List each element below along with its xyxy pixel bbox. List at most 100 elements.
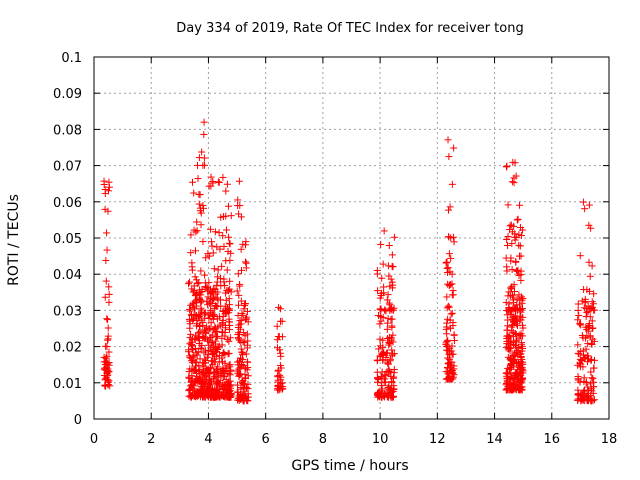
data-point	[104, 378, 112, 386]
data-point	[208, 299, 216, 307]
data-point	[444, 360, 452, 368]
data-point	[450, 331, 458, 339]
data-point	[235, 210, 243, 218]
data-point	[216, 274, 224, 282]
data-point	[199, 393, 207, 401]
data-point	[103, 371, 111, 379]
data-point	[514, 346, 522, 354]
data-point	[195, 279, 203, 287]
data-point	[244, 358, 252, 366]
data-point	[238, 310, 246, 318]
data-point	[390, 304, 398, 312]
data-point	[105, 298, 113, 306]
data-point	[384, 319, 392, 327]
data-point	[575, 311, 583, 319]
data-point	[223, 266, 231, 274]
data-point	[382, 378, 390, 386]
data-point	[379, 314, 387, 322]
data-point	[388, 251, 396, 259]
data-point	[236, 325, 244, 333]
data-point	[225, 337, 233, 345]
data-point	[197, 383, 205, 391]
y-tick-label: 0	[74, 413, 82, 428]
data-point	[514, 266, 522, 274]
data-point	[444, 302, 452, 310]
data-point	[204, 351, 212, 359]
data-point	[192, 362, 200, 370]
x-tick-label: 0	[90, 432, 98, 447]
data-point	[202, 283, 210, 291]
data-point	[584, 383, 592, 391]
data-point	[220, 275, 228, 283]
data-point	[577, 357, 585, 365]
data-point	[504, 232, 512, 240]
data-point	[385, 272, 393, 280]
data-point	[513, 336, 521, 344]
data-point	[218, 370, 226, 378]
data-point	[214, 273, 222, 281]
data-point	[224, 247, 232, 255]
data-point	[244, 385, 252, 393]
data-point	[212, 379, 220, 387]
data-point	[510, 179, 518, 187]
data-point	[210, 326, 218, 334]
data-point	[586, 272, 594, 280]
data-point	[203, 376, 211, 384]
data-point	[222, 226, 230, 234]
data-point	[205, 287, 213, 295]
data-point	[587, 356, 595, 364]
data-point	[226, 256, 234, 264]
data-point	[509, 384, 517, 392]
data-point	[277, 352, 285, 360]
data-point	[208, 242, 216, 250]
data-point	[574, 349, 582, 357]
data-point	[375, 345, 383, 353]
data-point	[225, 239, 233, 247]
data-point	[208, 238, 216, 246]
data-point	[185, 373, 193, 381]
data-point	[588, 262, 596, 270]
data-point	[512, 330, 520, 338]
data-point	[221, 381, 229, 389]
data-point	[515, 291, 523, 299]
data-point	[517, 252, 525, 260]
data-point	[583, 286, 591, 294]
data-point	[226, 240, 234, 248]
data-point	[574, 361, 582, 369]
data-point	[516, 379, 524, 387]
data-point	[518, 342, 526, 350]
data-point	[581, 205, 589, 213]
data-point	[101, 293, 109, 301]
data-point	[102, 354, 110, 362]
data-point	[512, 312, 520, 320]
data-point	[589, 375, 597, 383]
data-point	[234, 331, 242, 339]
y-tick-label: 0.1	[61, 51, 82, 66]
data-point	[502, 343, 510, 351]
data-point	[505, 333, 513, 341]
data-point	[201, 271, 209, 279]
data-point	[590, 383, 598, 391]
data-point	[195, 329, 203, 337]
data-point	[512, 257, 520, 265]
data-point	[515, 272, 523, 280]
data-point	[278, 317, 286, 325]
data-point	[226, 363, 234, 371]
data-point	[203, 323, 211, 331]
data-point	[374, 287, 382, 295]
data-point	[583, 389, 591, 397]
data-point	[242, 300, 250, 308]
data-point	[238, 378, 246, 386]
data-point	[377, 291, 385, 299]
data-point	[518, 363, 526, 371]
data-point	[383, 349, 391, 357]
data-point	[241, 370, 249, 378]
data-point	[388, 278, 396, 286]
data-point	[243, 315, 251, 323]
data-point	[385, 299, 393, 307]
data-point	[443, 375, 451, 383]
data-point	[105, 283, 113, 291]
data-point	[511, 159, 519, 167]
data-point	[237, 316, 245, 324]
data-point	[221, 281, 229, 289]
